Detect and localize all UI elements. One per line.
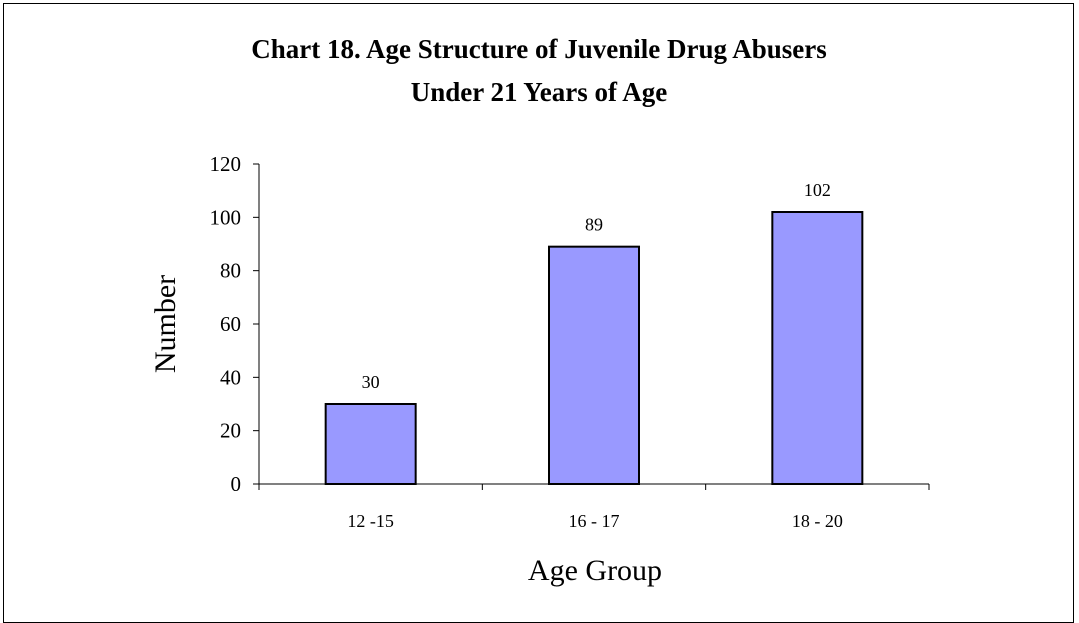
y-tick-label: 0 — [231, 472, 242, 496]
y-tick-label: 60 — [220, 312, 241, 336]
chart-title-line-2: Under 21 Years of Age — [411, 77, 667, 107]
y-axis-title: Number — [149, 275, 182, 373]
bar — [324, 403, 417, 485]
chart-title-line-1: Chart 18. Age Structure of Juvenile Drug… — [251, 34, 826, 64]
y-tick-label: 100 — [210, 205, 242, 229]
x-tick-label: 18 - 20 — [792, 511, 843, 531]
x-axis-title: Age Group — [528, 554, 662, 587]
y-tick-label: 20 — [220, 419, 241, 443]
x-tick-label: 12 -15 — [347, 511, 394, 531]
bar — [548, 245, 640, 485]
bar — [771, 211, 864, 485]
chart-frame — [3, 3, 1074, 623]
x-tick-label: 16 - 17 — [569, 511, 620, 531]
y-tick-label: 40 — [220, 365, 241, 389]
data-label: 89 — [585, 215, 603, 235]
plot-area: 0 20 40 60 80 100 120 30 12 -15 89 16 - 17 102 18 - … — [210, 152, 930, 531]
data-label: 30 — [362, 372, 380, 392]
y-tick-label: 120 — [210, 152, 242, 176]
y-tick-label: 80 — [220, 259, 241, 283]
data-label: 102 — [804, 180, 831, 200]
